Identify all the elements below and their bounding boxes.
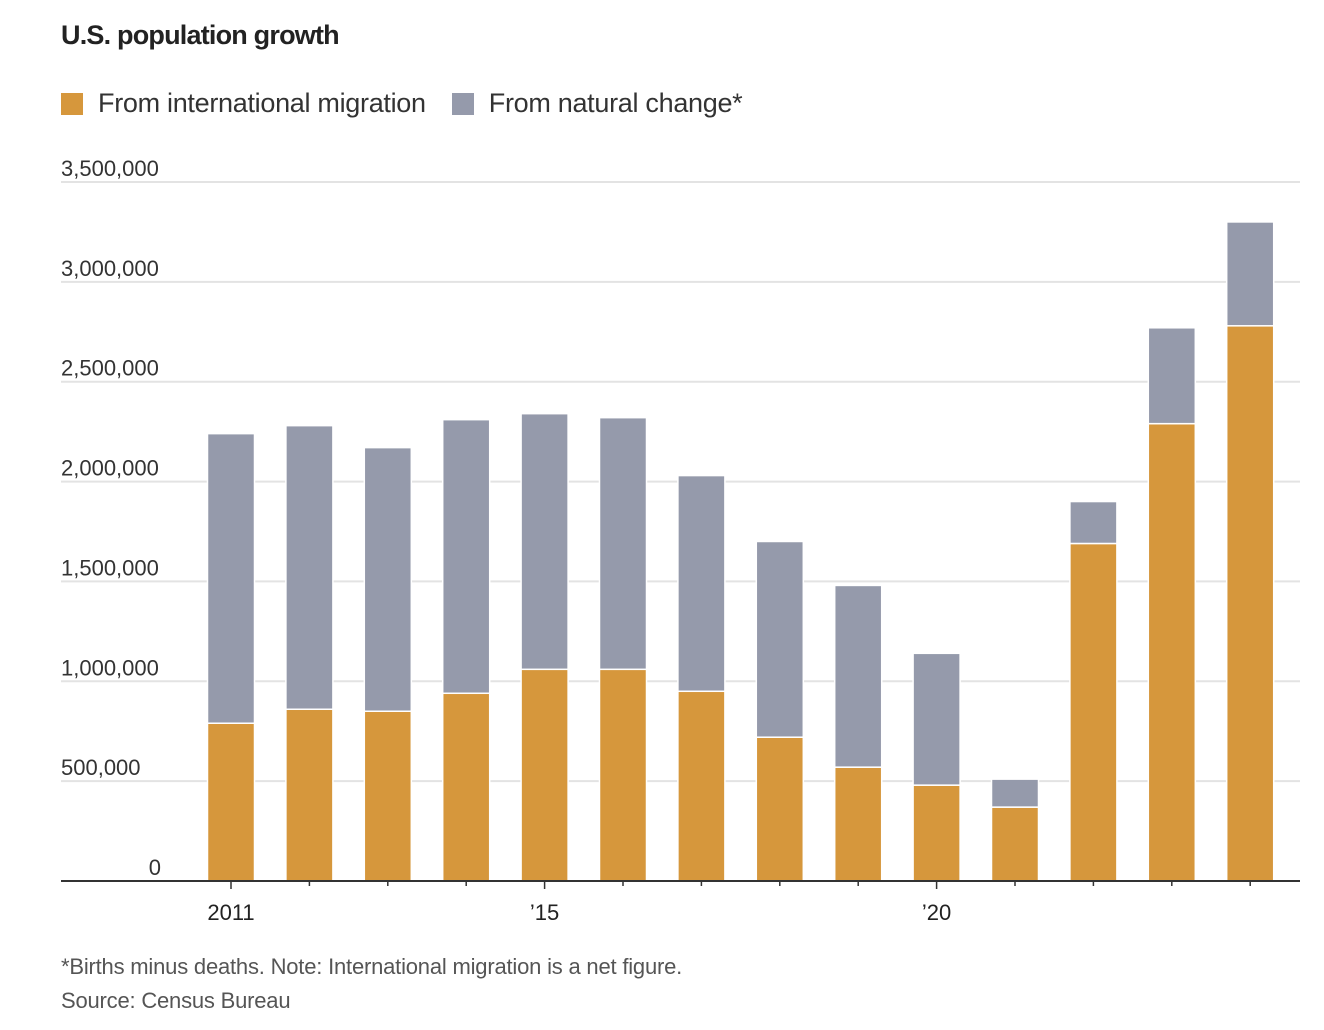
- bar-segment-migration: [1225, 325, 1275, 882]
- source-note: Source: Census Bureau: [61, 988, 291, 1013]
- y-tick-label: 500,000: [61, 755, 141, 780]
- legend-swatch-migration: [61, 92, 83, 115]
- bar-segment-natural-change: [833, 584, 883, 768]
- x-tick-label: ’20: [922, 900, 951, 925]
- y-tick-label: 2,500,000: [61, 356, 159, 381]
- bar-segment-natural-change: [598, 416, 648, 671]
- bar-segment-natural-change: [677, 474, 726, 693]
- legend-item-natural-change: From natural change*: [451, 88, 743, 119]
- bar-segment-migration: [1147, 422, 1197, 882]
- bar-segment-natural-change: [1225, 221, 1275, 327]
- bar-segment-natural-change: [912, 652, 961, 786]
- bar-segment-migration: [363, 710, 413, 882]
- legend: From international migration From natura…: [61, 88, 768, 119]
- bar-segment-migration: [598, 668, 648, 882]
- bar-segment-migration: [206, 722, 256, 882]
- legend-item-migration: From international migration: [61, 88, 426, 119]
- bar-segment-natural-change: [206, 432, 256, 724]
- bar-segment-migration: [285, 708, 334, 882]
- chart-title: U.S. population growth: [61, 20, 340, 50]
- bar-segment-natural-change: [441, 418, 491, 695]
- bar-segment-migration: [677, 690, 726, 882]
- bar-segment-natural-change: [1147, 327, 1197, 425]
- y-tick-label: 1,000,000: [61, 655, 159, 680]
- x-tick-label: 2011: [207, 900, 254, 925]
- bar-segment-natural-change: [520, 412, 569, 671]
- y-tick-label: 0: [149, 855, 161, 880]
- bar-segment-natural-change: [1069, 500, 1118, 545]
- bar-segment-natural-change: [755, 540, 805, 738]
- bar-segment-natural-change: [285, 424, 334, 710]
- y-tick-label: 3,500,000: [61, 156, 159, 181]
- bar-segment-natural-change: [363, 446, 413, 712]
- y-tick-label: 1,500,000: [61, 555, 159, 580]
- legend-label-natural-change: From natural change*: [488, 88, 743, 118]
- y-tick-label: 3,000,000: [61, 256, 159, 281]
- bar-segment-migration: [912, 784, 961, 882]
- bar-segment-migration: [755, 736, 805, 882]
- y-tick-label: 2,000,000: [61, 456, 159, 481]
- legend-swatch-natural-change: [451, 92, 474, 115]
- footnote: *Births minus deaths. Note: Internationa…: [61, 954, 683, 979]
- bar-segment-migration: [441, 692, 491, 882]
- bar-segment-natural-change: [990, 778, 1040, 808]
- x-tick-label: ’15: [530, 900, 559, 925]
- bar-segment-migration: [520, 668, 569, 882]
- legend-label-migration: From international migration: [98, 88, 426, 118]
- bar-segment-migration: [1069, 542, 1118, 882]
- bar-segment-migration: [990, 806, 1040, 882]
- bar-segment-migration: [833, 766, 883, 882]
